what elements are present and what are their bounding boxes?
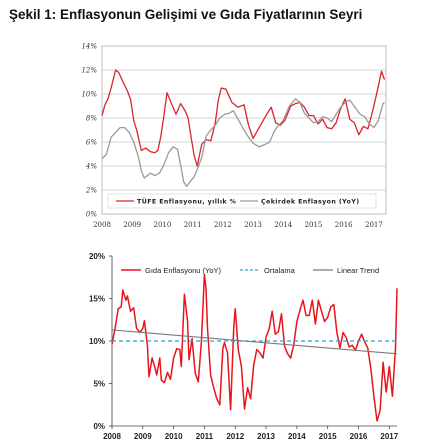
chart1-series-group	[101, 69, 386, 188]
chart1-legend-label-core: Çekirdek Enflasyon (YoY)	[261, 199, 360, 206]
chart2-x-tick: 2015	[319, 432, 337, 441]
chart1-series-core-line	[101, 98, 385, 188]
chart2-legend-label-average: Ortalama	[264, 266, 296, 275]
chart1-y-tick-labels: 0% 2% 4% 6% 8% 10% 12% 14%	[81, 43, 97, 219]
chart1-y-tick: 10%	[81, 91, 97, 99]
chart2-legend-label-trend: Linear Trend	[337, 266, 379, 275]
chart-food-inflation: 0%5%10%15%20% 2008 2009 2010 2011 2012 2013 20…	[89, 252, 399, 441]
chart1-x-tick: 2016	[335, 221, 353, 229]
chart2-x-tick: 2009	[134, 432, 152, 441]
chart2-series-group	[111, 273, 398, 422]
chart2-y-tick-labels: 0% 5% 10% 15% 20%	[89, 252, 112, 431]
chart1-x-tick: 2015	[305, 221, 323, 229]
chart2-x-tick: 2012	[226, 432, 244, 441]
chart1-legend-label-cpi: TÜFE Enflasyonu, yıllık %	[137, 197, 237, 206]
chart1-x-tick: 2011	[184, 221, 202, 229]
chart1-y-tick: 6%	[86, 139, 97, 147]
chart1-y-tick: 14%	[81, 43, 97, 51]
chart2-series-food-line	[111, 273, 398, 422]
chart1-x-tick: 2014	[274, 221, 292, 229]
chart1-x-tick: 2009	[123, 221, 141, 229]
chart2-x-tick: 2013	[257, 432, 275, 441]
chart1-x-tick: 2008	[93, 221, 111, 229]
chart1-x-tick: 2010	[154, 221, 172, 229]
chart2-x-tick: 2016	[350, 432, 368, 441]
chart2-y-tick: 10%	[89, 337, 105, 346]
chart2-series-trend-line	[111, 329, 398, 355]
chart2-legend-label-food: Gıda Enflasyonu (YoY)	[145, 266, 222, 275]
chart2-x-tick: 2011	[196, 432, 214, 441]
chart2-legend: Gıda Enflasyonu (YoY) Ortalama Linear Tr…	[121, 266, 379, 275]
chart2-x-tick: 2008	[103, 432, 121, 441]
figure-title: Şekil 1: Enflasyonun Gelişimi ve Gıda Fi…	[9, 7, 363, 22]
chart2-y-tick: 15%	[89, 295, 105, 304]
chart1-x-tick-labels: 2008 2009 2010 2011 2012 2013 2014 2015 2016 2017	[93, 221, 383, 229]
chart1-x-tick: 2013	[244, 221, 262, 229]
chart1-x-tick: 2012	[214, 221, 232, 229]
chart2-x-tick: 2017	[380, 432, 398, 441]
chart-cpi-core-inflation: 0% 2% 4% 6% 8% 10% 12% 14% 2008 2009 2010 2011 2012…	[81, 43, 387, 229]
chart1-y-tick: 8%	[86, 115, 97, 123]
chart1-x-tick: 2017	[365, 221, 383, 229]
chart2-x-tick-labels: 2008 2009 2010 2011 2012 2013 2014 2015 2016 2017	[103, 426, 399, 441]
chart2-y-tick: 5%	[93, 380, 105, 389]
chart2-x-tick: 2014	[288, 432, 306, 441]
chart1-y-tick: 4%	[85, 163, 97, 171]
chart2-x-tick: 2010	[165, 432, 183, 441]
chart1-legend: TÜFE Enflasyonu, yıllık % Çekirdek Enfla…	[107, 193, 377, 209]
chart1-gridlines	[102, 45, 386, 215]
chart1-y-tick: 2%	[85, 187, 97, 195]
chart1-y-tick: 0%	[86, 211, 97, 219]
chart1-y-tick: 12%	[81, 67, 97, 75]
chart2-y-tick: 0%	[93, 422, 105, 431]
chart2-y-tick: 20%	[89, 252, 105, 261]
chart1-plot-frame	[101, 45, 387, 215]
chart1-series-cpi-line	[101, 69, 386, 167]
